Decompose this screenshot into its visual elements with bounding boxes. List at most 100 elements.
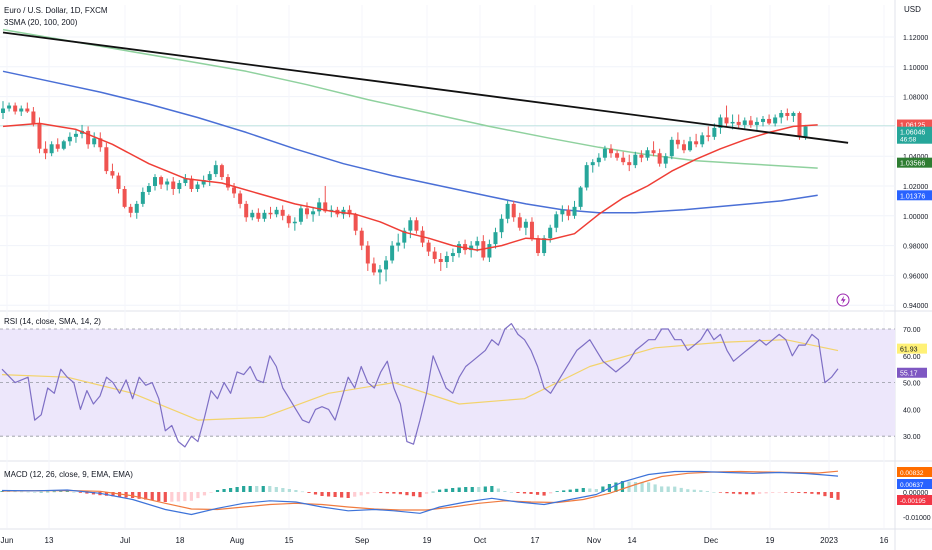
candle[interactable] xyxy=(499,218,504,233)
candle[interactable] xyxy=(773,117,778,124)
candle[interactable] xyxy=(560,209,565,215)
candle[interactable] xyxy=(578,187,583,207)
candle[interactable] xyxy=(159,177,164,185)
candle[interactable] xyxy=(19,108,24,112)
candle[interactable] xyxy=(86,130,91,145)
candle[interactable] xyxy=(645,150,650,158)
candle[interactable] xyxy=(742,120,747,125)
candle[interactable] xyxy=(566,209,571,216)
candle[interactable] xyxy=(475,241,480,246)
candle[interactable] xyxy=(140,191,145,204)
candle[interactable] xyxy=(13,105,18,112)
trendline[interactable] xyxy=(2,31,849,144)
candle[interactable] xyxy=(517,217,522,228)
candle[interactable] xyxy=(268,212,273,215)
candle[interactable] xyxy=(761,118,765,122)
candle[interactable] xyxy=(529,221,534,239)
candle[interactable] xyxy=(694,141,699,145)
candle[interactable] xyxy=(359,230,364,246)
candle[interactable] xyxy=(286,215,291,224)
candle[interactable] xyxy=(134,203,139,213)
candle[interactable] xyxy=(785,112,790,116)
candle[interactable] xyxy=(511,203,516,218)
candle[interactable] xyxy=(730,121,735,124)
candle[interactable] xyxy=(146,186,151,192)
candle[interactable] xyxy=(43,148,48,154)
candle[interactable] xyxy=(718,117,723,128)
candle[interactable] xyxy=(189,178,194,189)
candle[interactable] xyxy=(213,165,218,175)
candle[interactable] xyxy=(195,184,200,189)
candle[interactable] xyxy=(493,232,498,245)
rsi-pane[interactable] xyxy=(0,323,895,448)
candle[interactable] xyxy=(712,127,717,137)
candle[interactable] xyxy=(426,242,431,252)
candle[interactable] xyxy=(110,171,115,176)
candle[interactable] xyxy=(633,154,638,166)
candle[interactable] xyxy=(590,162,595,166)
candle[interactable] xyxy=(305,208,309,215)
candle[interactable] xyxy=(754,121,759,125)
candle[interactable] xyxy=(292,221,297,224)
candle[interactable] xyxy=(432,251,437,260)
candle[interactable] xyxy=(98,138,103,148)
candle[interactable] xyxy=(572,206,577,216)
price-axis[interactable]: 1.120001.100001.080001.060001.040001.020… xyxy=(897,35,932,522)
candle[interactable] xyxy=(280,209,285,216)
candle[interactable] xyxy=(450,253,455,257)
candle[interactable] xyxy=(67,136,72,142)
candle[interactable] xyxy=(183,178,188,184)
candle[interactable] xyxy=(803,126,808,137)
rsi-line[interactable] xyxy=(1,323,839,448)
sma200-line[interactable] xyxy=(2,28,818,169)
candle[interactable] xyxy=(37,123,42,149)
time-axis[interactable]: Jun 13 Jul 18 Aug 15 Sep 19 Oct 17 Nov 14 Dec 19 2023 1… xyxy=(1,536,889,545)
candle[interactable] xyxy=(438,259,443,262)
candle[interactable] xyxy=(487,244,492,258)
candle[interactable] xyxy=(402,230,407,243)
candle[interactable] xyxy=(92,138,97,145)
candle[interactable] xyxy=(414,220,419,231)
candle[interactable] xyxy=(505,203,510,219)
sma20-line[interactable] xyxy=(2,122,818,251)
candle[interactable] xyxy=(177,183,182,189)
candle[interactable] xyxy=(408,220,413,231)
candle[interactable] xyxy=(353,214,358,231)
candle[interactable] xyxy=(396,242,401,246)
candle[interactable] xyxy=(621,157,626,163)
candle[interactable] xyxy=(171,181,176,189)
candle[interactable] xyxy=(49,144,54,154)
candle[interactable] xyxy=(116,175,121,189)
candle[interactable] xyxy=(371,263,376,273)
candle[interactable] xyxy=(104,147,109,172)
candle[interactable] xyxy=(669,139,674,157)
candle[interactable] xyxy=(238,193,243,204)
candle[interactable] xyxy=(615,153,620,158)
sma100-line[interactable] xyxy=(2,70,818,214)
candle[interactable] xyxy=(377,269,382,273)
candle[interactable] xyxy=(323,202,328,212)
candle[interactable] xyxy=(797,112,802,137)
candle[interactable] xyxy=(1,108,5,113)
candle[interactable] xyxy=(663,156,668,164)
candle[interactable] xyxy=(584,165,589,188)
candle[interactable] xyxy=(791,112,796,116)
candle[interactable] xyxy=(274,209,279,215)
candle[interactable] xyxy=(536,238,541,254)
candle[interactable] xyxy=(390,245,395,261)
candle[interactable] xyxy=(317,202,322,212)
macd-line[interactable] xyxy=(1,470,839,516)
macd-pane[interactable] xyxy=(0,470,840,516)
candle[interactable] xyxy=(681,144,686,151)
candle[interactable] xyxy=(596,157,601,163)
candle[interactable] xyxy=(250,212,255,218)
candle[interactable] xyxy=(736,121,741,125)
candle[interactable] xyxy=(219,165,224,178)
candle[interactable] xyxy=(262,212,267,219)
candle[interactable] xyxy=(165,181,170,185)
candle[interactable] xyxy=(748,120,753,125)
candle[interactable] xyxy=(128,206,133,213)
candle[interactable] xyxy=(61,141,66,149)
candle[interactable] xyxy=(73,133,78,137)
candle[interactable] xyxy=(639,154,644,158)
